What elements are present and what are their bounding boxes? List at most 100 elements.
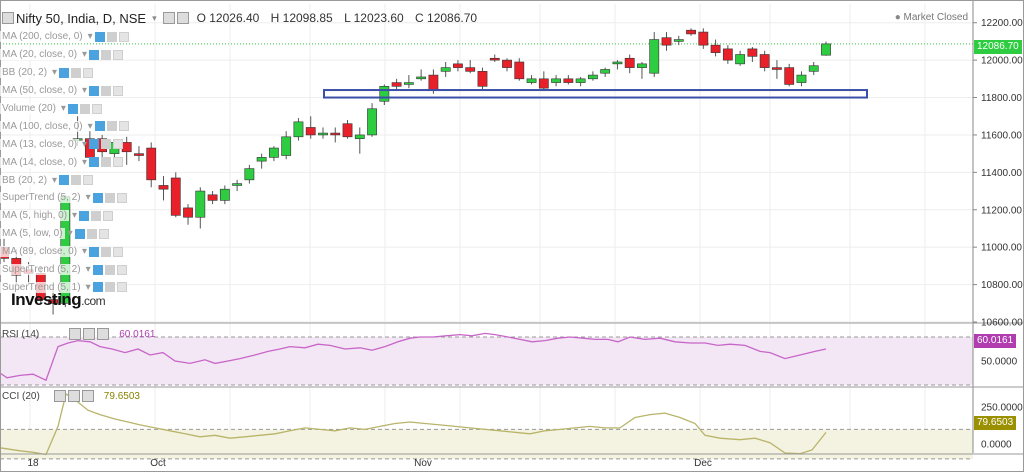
chevron-down-icon[interactable]: ▾ xyxy=(152,12,157,23)
indicator-row[interactable]: MA (89, close, 0) ▾ xyxy=(0,243,155,261)
indicator-row[interactable]: MA (13, close, 0) ▾ xyxy=(0,135,155,153)
settings-icon[interactable] xyxy=(101,49,112,60)
candle-body xyxy=(759,54,770,68)
indicator-row[interactable]: SuperTrend (5, 1) ▾ xyxy=(0,278,155,296)
close-icon[interactable] xyxy=(97,328,110,340)
candle-body xyxy=(587,74,598,80)
settings-icon[interactable] xyxy=(79,103,90,114)
eye-icon[interactable] xyxy=(162,12,175,24)
settings-icon[interactable] xyxy=(91,210,102,221)
indicator-row[interactable]: MA (100, close, 0) ▾ xyxy=(0,117,155,135)
market-status-label: Market Closed xyxy=(903,12,968,23)
chevron-down-icon[interactable]: ▾ xyxy=(82,85,88,97)
close-icon[interactable] xyxy=(113,246,124,257)
chevron-down-icon[interactable]: ▾ xyxy=(82,156,88,168)
eye-icon[interactable] xyxy=(53,390,66,402)
rsi-line xyxy=(0,332,827,382)
chevron-down-icon[interactable]: ▾ xyxy=(82,49,88,61)
eye-icon[interactable] xyxy=(89,139,100,150)
candle-body xyxy=(379,86,390,102)
close-icon[interactable] xyxy=(103,210,114,221)
logo-text: Investing xyxy=(11,290,82,309)
close-icon[interactable] xyxy=(81,390,94,402)
candle-body xyxy=(710,44,721,53)
collapse-icon[interactable] xyxy=(2,12,14,24)
chevron-down-icon[interactable]: ▾ xyxy=(85,264,91,276)
settings-icon[interactable] xyxy=(71,175,82,186)
indicator-row[interactable]: MA (14, close, 0) ▾ xyxy=(0,153,155,171)
chevron-down-icon[interactable]: ▾ xyxy=(85,192,91,204)
chevron-down-icon[interactable]: ▾ xyxy=(60,103,66,114)
eye-icon[interactable] xyxy=(89,157,100,168)
candle-body xyxy=(207,194,218,201)
indicator-row[interactable]: MA (5, low, 0) ▾ xyxy=(0,225,155,243)
settings-icon[interactable] xyxy=(104,264,115,275)
eye-icon[interactable] xyxy=(59,175,70,186)
chevron-down-icon[interactable]: ▾ xyxy=(85,281,91,293)
eye-icon[interactable] xyxy=(89,246,100,257)
indicator-row[interactable]: BB (20, 2) ▾ xyxy=(0,171,155,189)
settings-icon[interactable] xyxy=(101,157,112,168)
settings-icon[interactable] xyxy=(71,67,82,78)
chevron-down-icon[interactable]: ▾ xyxy=(87,120,93,132)
settings-icon[interactable] xyxy=(101,246,112,257)
cci-value: 79.6503 xyxy=(103,390,140,402)
eye-icon[interactable] xyxy=(59,67,70,78)
eye-icon[interactable] xyxy=(89,85,100,96)
close-icon[interactable] xyxy=(118,31,129,42)
eye-icon[interactable] xyxy=(79,210,90,221)
settings-icon[interactable] xyxy=(101,85,112,96)
chevron-down-icon[interactable]: ▾ xyxy=(82,246,88,258)
settings-icon[interactable] xyxy=(106,121,117,132)
settings-icon[interactable] xyxy=(176,12,189,24)
close-icon[interactable] xyxy=(98,228,109,239)
gridlines xyxy=(0,4,973,453)
settings-icon[interactable] xyxy=(104,282,115,293)
candle-body xyxy=(416,76,427,80)
eye-icon[interactable] xyxy=(94,31,105,42)
close-icon[interactable] xyxy=(91,103,102,114)
rsi-header: RSI (14) 60.0161 xyxy=(2,328,155,340)
close-icon[interactable] xyxy=(113,157,124,168)
chevron-down-icon[interactable]: ▾ xyxy=(72,210,78,222)
settings-icon[interactable] xyxy=(106,31,117,42)
eye-icon[interactable] xyxy=(69,328,82,340)
eye-icon[interactable] xyxy=(74,228,85,239)
indicator-row[interactable]: MA (5, high, 0) ▾ xyxy=(0,207,155,225)
close-icon[interactable] xyxy=(83,67,94,78)
close-icon[interactable] xyxy=(116,192,127,203)
close-icon[interactable] xyxy=(83,175,94,186)
close-icon[interactable] xyxy=(113,139,124,150)
indicator-row[interactable]: MA (50, close, 0) ▾ xyxy=(0,82,155,100)
ohlc-readout: O 12026.40 H 12098.85 L 12023.60 C 12086… xyxy=(197,11,486,25)
settings-icon[interactable] xyxy=(104,192,115,203)
indicator-row[interactable]: MA (20, close, 0) ▾ xyxy=(0,46,155,64)
eye-icon[interactable] xyxy=(89,49,100,60)
close-icon[interactable] xyxy=(113,49,124,60)
close-icon[interactable] xyxy=(113,85,124,96)
settings-icon[interactable] xyxy=(86,228,97,239)
y-tick-label: 11800.00 xyxy=(981,93,1022,104)
close-icon[interactable] xyxy=(118,121,129,132)
eye-icon[interactable] xyxy=(67,103,78,114)
eye-icon[interactable] xyxy=(92,264,103,275)
eye-icon[interactable] xyxy=(94,121,105,132)
indicator-row[interactable]: Volume (20) ▾ xyxy=(0,100,155,118)
settings-icon[interactable] xyxy=(67,390,80,402)
high-value: H 12098.85 xyxy=(270,11,333,25)
chevron-down-icon[interactable]: ▾ xyxy=(67,228,73,240)
close-icon[interactable] xyxy=(116,264,127,275)
chevron-down-icon[interactable]: ▾ xyxy=(52,67,58,79)
chevron-down-icon[interactable]: ▾ xyxy=(52,174,58,186)
chevron-down-icon[interactable]: ▾ xyxy=(87,31,93,43)
chevron-down-icon[interactable]: ▾ xyxy=(82,138,88,150)
indicator-row[interactable]: MA (200, close, 0) ▾ xyxy=(0,28,155,46)
eye-icon[interactable] xyxy=(92,282,103,293)
eye-icon[interactable] xyxy=(92,192,103,203)
settings-icon[interactable] xyxy=(101,139,112,150)
indicator-row[interactable]: SuperTrend (5, 2) ▾ xyxy=(0,261,155,279)
indicator-row[interactable]: BB (20, 2) ▾ xyxy=(0,64,155,82)
close-icon[interactable] xyxy=(116,282,127,293)
indicator-row[interactable]: SuperTrend (5, 2) ▾ xyxy=(0,189,155,207)
settings-icon[interactable] xyxy=(83,328,96,340)
